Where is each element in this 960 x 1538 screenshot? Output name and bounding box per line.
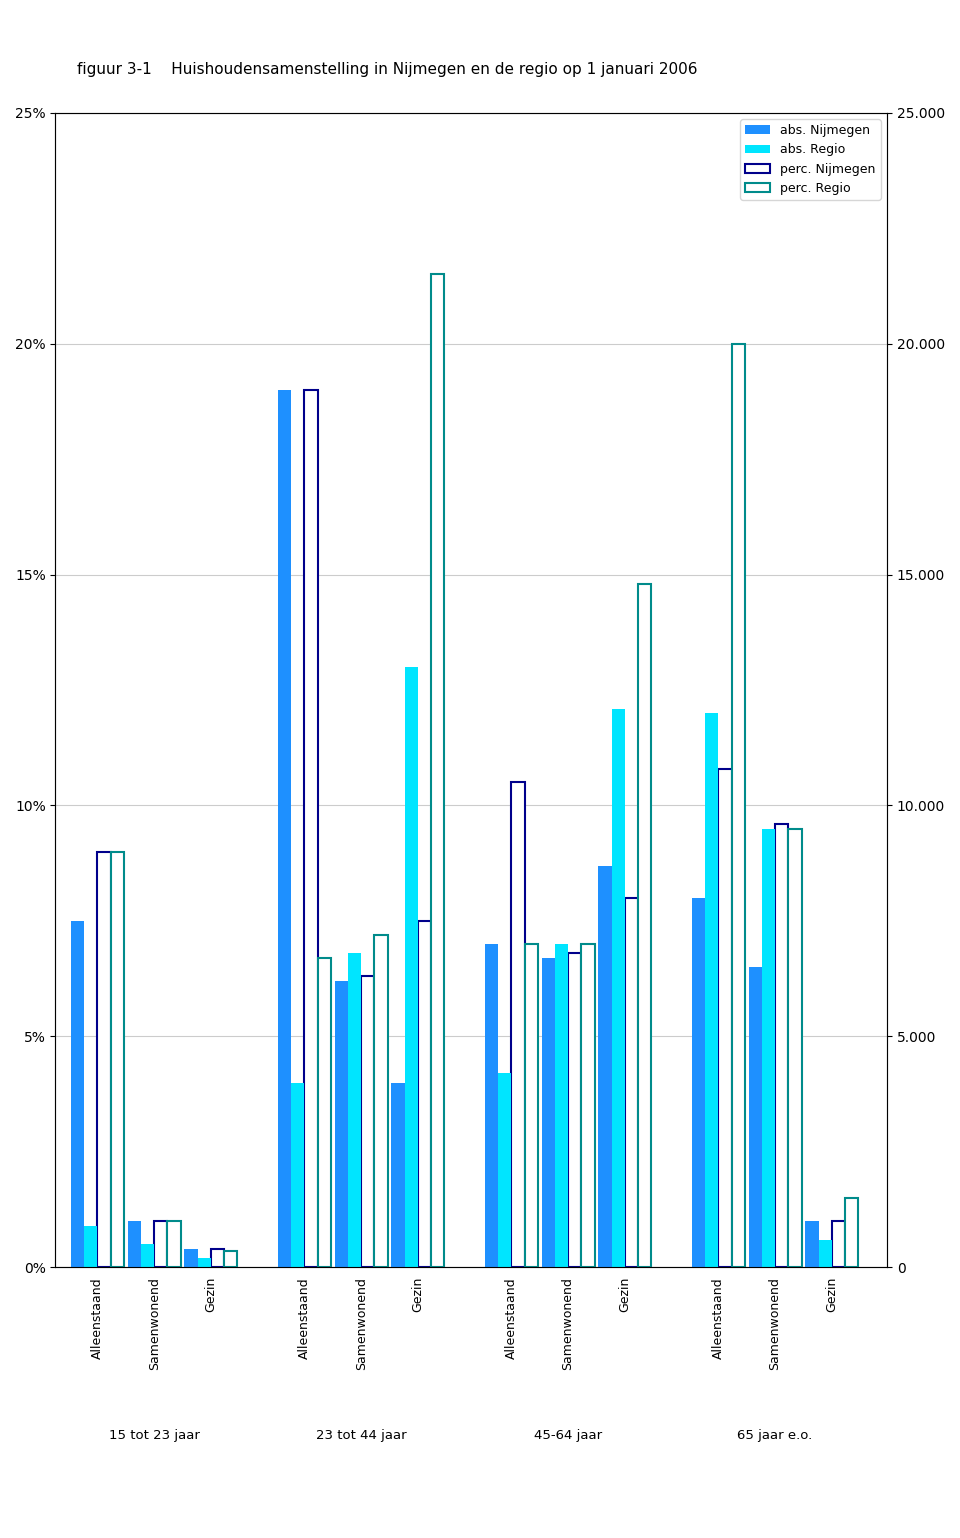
- Bar: [141, 1244, 155, 1267]
- Bar: [555, 944, 568, 1267]
- Bar: [211, 1249, 224, 1267]
- Bar: [805, 1221, 819, 1267]
- Bar: [612, 709, 625, 1267]
- Bar: [568, 954, 582, 1267]
- Bar: [304, 389, 318, 1267]
- Bar: [198, 1258, 211, 1267]
- Bar: [638, 584, 651, 1267]
- Text: figuur 3-1    Huishoudensamenstelling in Nijmegen en de regio op 1 januari 2006: figuur 3-1 Huishoudensamenstelling in Ni…: [77, 62, 697, 77]
- Bar: [598, 866, 612, 1267]
- Bar: [418, 921, 431, 1267]
- Bar: [84, 1226, 98, 1267]
- Bar: [762, 829, 775, 1267]
- Bar: [277, 389, 291, 1267]
- Bar: [705, 714, 718, 1267]
- Bar: [128, 1221, 141, 1267]
- Bar: [625, 898, 638, 1267]
- Legend: abs. Nijmegen, abs. Regio, perc. Nijmegen, perc. Regio: abs. Nijmegen, abs. Regio, perc. Nijmege…: [740, 118, 880, 200]
- Bar: [348, 954, 361, 1267]
- Bar: [525, 944, 538, 1267]
- Bar: [692, 898, 705, 1267]
- Bar: [788, 829, 802, 1267]
- Bar: [110, 852, 124, 1267]
- Bar: [485, 944, 498, 1267]
- Bar: [512, 783, 525, 1267]
- Text: 65 jaar e.o.: 65 jaar e.o.: [737, 1429, 813, 1443]
- Bar: [98, 852, 110, 1267]
- Text: 45-64 jaar: 45-64 jaar: [534, 1429, 602, 1443]
- Bar: [732, 343, 745, 1267]
- Bar: [291, 1083, 304, 1267]
- Bar: [718, 769, 732, 1267]
- Bar: [749, 967, 762, 1267]
- Bar: [431, 274, 444, 1267]
- Bar: [318, 958, 331, 1267]
- Bar: [155, 1221, 167, 1267]
- Bar: [184, 1249, 198, 1267]
- Bar: [775, 824, 788, 1267]
- Text: 23 tot 44 jaar: 23 tot 44 jaar: [316, 1429, 406, 1443]
- Bar: [392, 1083, 404, 1267]
- Text: 15 tot 23 jaar: 15 tot 23 jaar: [108, 1429, 200, 1443]
- Bar: [831, 1221, 845, 1267]
- Bar: [224, 1250, 237, 1267]
- Bar: [374, 935, 388, 1267]
- Bar: [845, 1198, 858, 1267]
- Bar: [71, 921, 84, 1267]
- Bar: [167, 1221, 180, 1267]
- Bar: [819, 1240, 831, 1267]
- Bar: [404, 667, 418, 1267]
- Bar: [498, 1074, 512, 1267]
- Bar: [582, 944, 594, 1267]
- Bar: [335, 981, 348, 1267]
- Bar: [361, 977, 374, 1267]
- Bar: [541, 958, 555, 1267]
